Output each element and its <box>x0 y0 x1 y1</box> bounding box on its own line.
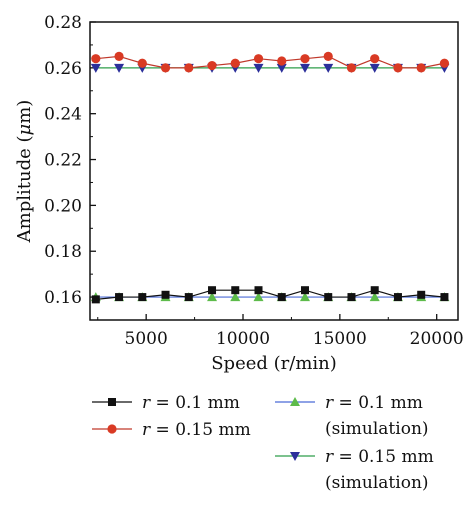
data-point <box>114 63 125 73</box>
data-point <box>230 292 241 302</box>
legend-var: r <box>142 420 151 440</box>
data-point <box>300 54 310 64</box>
legend-item: r = 0.1 mm (simulation) <box>275 393 429 439</box>
legend-item: r = 0.15 mm <box>92 420 251 440</box>
data-point <box>90 63 101 73</box>
legend-var: r <box>325 447 334 467</box>
data-point <box>208 286 217 295</box>
x-axis-title: Speed (r/min) <box>211 353 337 374</box>
legend-value: = 0.1 mm <box>150 393 240 413</box>
data-point <box>277 293 286 302</box>
y-tick-label: 0.20 <box>44 196 82 216</box>
series-line <box>95 289 445 300</box>
data-point <box>184 293 193 302</box>
y-axis-title: Amplitude (μm) <box>14 100 35 244</box>
legend: r = 0.1 mmr = 0.15 mmr = 0.1 mm(simulati… <box>92 393 434 493</box>
data-point <box>253 54 264 64</box>
data-point <box>91 295 100 304</box>
data-point <box>138 293 147 302</box>
series-2 <box>91 51 450 73</box>
data-point <box>114 51 124 61</box>
data-point <box>393 293 402 302</box>
legend-marker <box>290 397 300 406</box>
y-axis-title-symbol: μ <box>14 124 35 136</box>
series-layer <box>90 51 450 304</box>
data-point <box>370 54 380 64</box>
y-tick-label: 0.16 <box>44 288 82 308</box>
data-point <box>137 58 147 68</box>
data-point <box>299 63 310 73</box>
y-tick-label: 0.28 <box>44 13 82 33</box>
data-point <box>323 63 334 73</box>
axis-ticks: 0.16 0.18 0.20 0.22 0.24 0.26 0.28 5000 10000 150… <box>44 13 464 349</box>
legend-value: = 0.15 mm <box>150 420 251 440</box>
legend-note: (simulation) <box>325 419 429 439</box>
data-point <box>369 63 380 73</box>
y-tick-label: 0.22 <box>44 151 82 171</box>
data-point <box>253 292 264 302</box>
plot-area <box>89 21 459 321</box>
data-point <box>299 292 310 302</box>
data-point <box>231 286 240 295</box>
data-point <box>184 63 194 73</box>
data-point <box>207 60 217 71</box>
y-axis-title-text: Amplitude ( <box>14 135 35 243</box>
legend-marker <box>290 452 300 461</box>
data-point <box>323 51 333 61</box>
plot-frame <box>89 21 459 321</box>
data-point <box>115 293 124 302</box>
y-axis-title-unit: m) <box>14 100 35 124</box>
series-1 <box>91 286 449 304</box>
data-point <box>369 292 380 302</box>
legend-label: r = 0.1 mm <box>142 393 240 413</box>
data-point <box>393 63 403 73</box>
data-point <box>300 286 309 295</box>
data-point <box>276 63 287 73</box>
data-point <box>417 290 426 299</box>
series-line <box>95 55 445 69</box>
data-point <box>161 290 170 299</box>
data-point <box>230 58 240 68</box>
data-point <box>346 63 357 73</box>
legend-var: r <box>142 393 151 413</box>
data-point <box>277 56 287 66</box>
legend-var: r <box>325 393 334 413</box>
legend-label: r = 0.15 mm <box>325 447 434 467</box>
data-point <box>324 293 333 302</box>
y-tick-label: 0.26 <box>44 59 82 79</box>
legend-value: = 0.15 mm <box>333 447 434 467</box>
data-point <box>253 63 264 73</box>
x-tick-label: 5000 <box>125 329 168 349</box>
legend-marker <box>107 424 117 434</box>
data-point <box>91 54 101 64</box>
data-point <box>440 293 449 302</box>
data-point <box>160 63 171 73</box>
legend-label: r = 0.1 mm <box>325 393 423 413</box>
data-point <box>370 286 379 295</box>
x-tick-label: 15000 <box>313 329 367 349</box>
x-tick-label: 20000 <box>410 329 464 349</box>
legend-value: = 0.1 mm <box>333 393 423 413</box>
legend-note: (simulation) <box>325 473 429 493</box>
data-point <box>254 286 263 295</box>
legend-label: r = 0.15 mm <box>142 420 251 440</box>
y-tick-label: 0.18 <box>44 242 82 262</box>
x-tick-label: 10000 <box>216 329 270 349</box>
legend-marker <box>108 398 116 406</box>
legend-item: r = 0.15 mm (simulation) <box>275 447 434 493</box>
data-point <box>416 63 426 73</box>
legend-item: r = 0.1 mm <box>92 393 240 413</box>
data-point <box>207 292 218 302</box>
data-point <box>347 293 356 302</box>
data-point <box>439 58 450 68</box>
y-tick-label: 0.24 <box>44 105 82 125</box>
